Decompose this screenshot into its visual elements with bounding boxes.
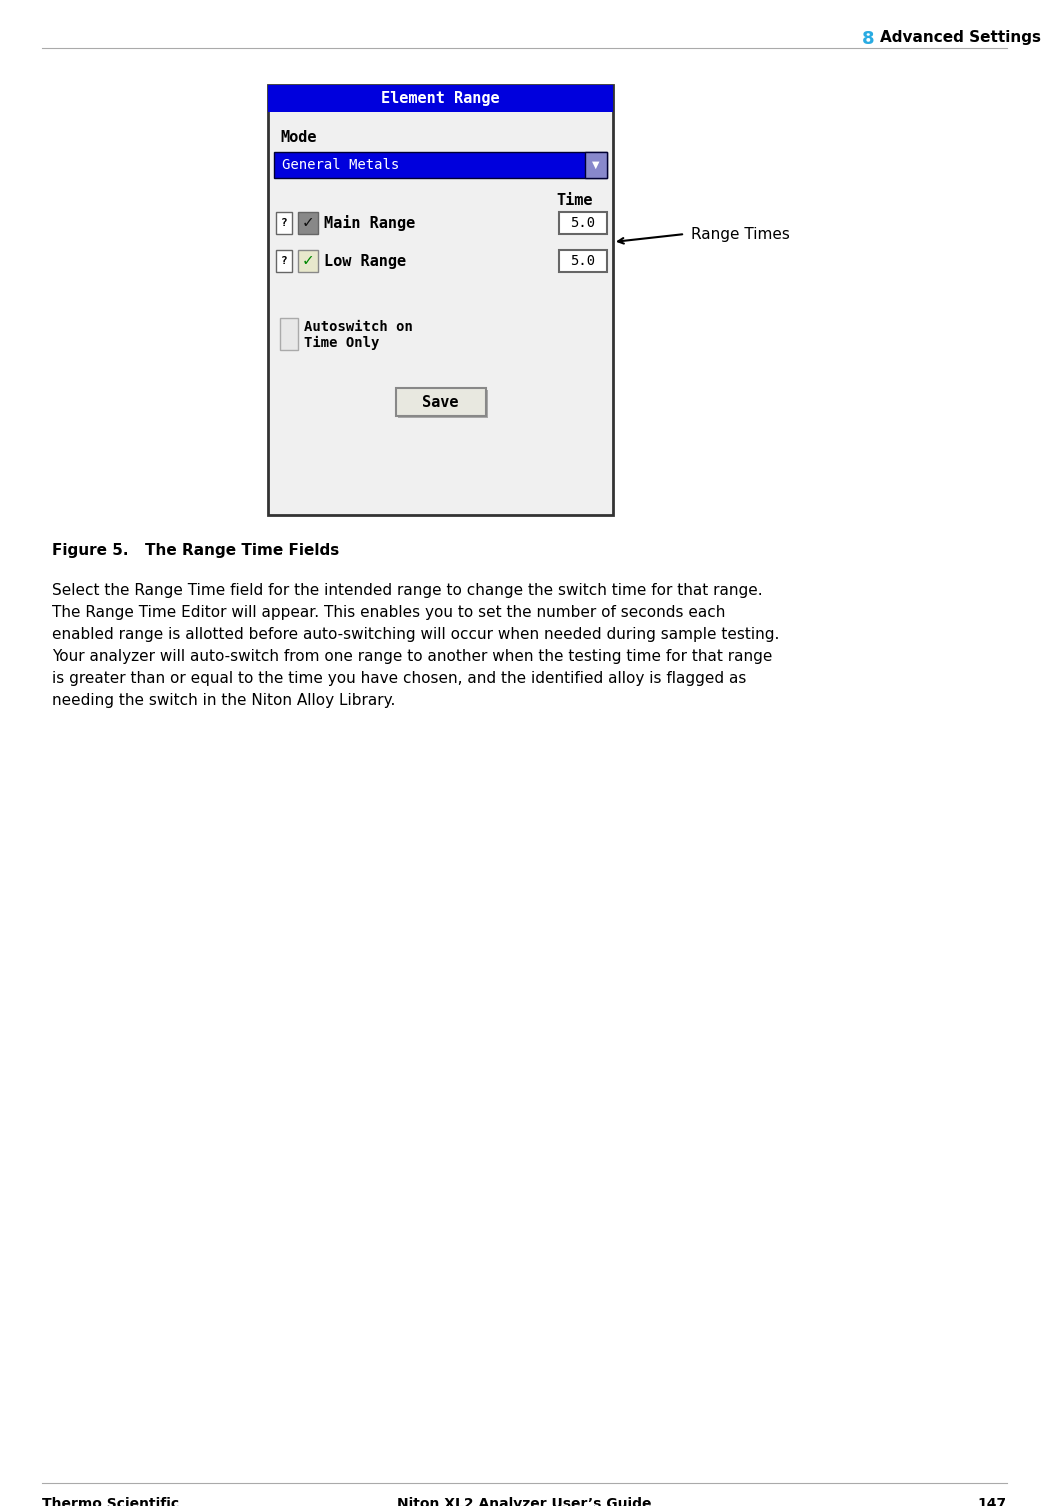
FancyBboxPatch shape [267, 84, 613, 111]
Text: enabled range is allotted before auto-switching will occur when needed during sa: enabled range is allotted before auto-sw… [52, 626, 779, 642]
FancyBboxPatch shape [276, 212, 292, 233]
FancyBboxPatch shape [280, 318, 298, 349]
FancyBboxPatch shape [398, 390, 488, 419]
FancyBboxPatch shape [559, 212, 607, 233]
Text: Time Only: Time Only [304, 336, 380, 351]
Text: Low Range: Low Range [324, 253, 406, 268]
Text: Autoswitch on: Autoswitch on [304, 319, 413, 334]
FancyBboxPatch shape [274, 152, 607, 178]
FancyBboxPatch shape [267, 84, 613, 515]
Text: The Range Time Fields: The Range Time Fields [145, 544, 339, 559]
Text: Time: Time [557, 193, 594, 208]
Text: Save: Save [423, 395, 458, 410]
Text: General Metals: General Metals [282, 158, 400, 172]
Text: ?: ? [281, 218, 287, 227]
Text: 5.0: 5.0 [571, 255, 596, 268]
Text: 5.0: 5.0 [571, 215, 596, 230]
Text: Niton XL2 Analyzer User’s Guide: Niton XL2 Analyzer User’s Guide [397, 1497, 651, 1506]
FancyBboxPatch shape [585, 152, 607, 178]
Text: ?: ? [281, 256, 287, 267]
Text: ▼: ▼ [593, 160, 600, 170]
Text: Thermo Scientific: Thermo Scientific [42, 1497, 179, 1506]
FancyBboxPatch shape [298, 250, 318, 273]
Text: Advanced Settings: Advanced Settings [880, 30, 1041, 45]
Text: Select the Range Time field for the intended range to change the switch time for: Select the Range Time field for the inte… [52, 583, 763, 598]
FancyBboxPatch shape [276, 250, 292, 273]
Text: Mode: Mode [280, 130, 317, 145]
Text: Main Range: Main Range [324, 215, 415, 230]
Text: Range Times: Range Times [691, 226, 790, 241]
Text: The Range Time Editor will appear. This enables you to set the number of seconds: The Range Time Editor will appear. This … [52, 605, 725, 620]
Text: Your analyzer will auto-switch from one range to another when the testing time f: Your analyzer will auto-switch from one … [52, 649, 772, 664]
Text: ✓: ✓ [302, 253, 315, 268]
Text: 147: 147 [978, 1497, 1007, 1506]
FancyBboxPatch shape [395, 389, 486, 416]
FancyBboxPatch shape [559, 250, 607, 273]
Text: Element Range: Element Range [381, 90, 499, 105]
FancyBboxPatch shape [298, 212, 318, 233]
Text: is greater than or equal to the time you have chosen, and the identified alloy i: is greater than or equal to the time you… [52, 672, 747, 687]
Text: ✓: ✓ [302, 215, 315, 230]
Text: Figure 5.: Figure 5. [52, 544, 128, 559]
Text: needing the switch in the Niton Alloy Library.: needing the switch in the Niton Alloy Li… [52, 693, 395, 708]
Text: 8: 8 [862, 30, 875, 48]
